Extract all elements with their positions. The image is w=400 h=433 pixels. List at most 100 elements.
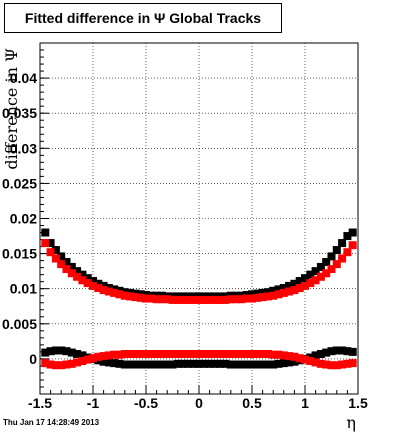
data-point	[306, 357, 315, 366]
data-point	[311, 276, 320, 285]
data-point	[322, 269, 331, 278]
data-point	[94, 279, 103, 288]
data-point	[269, 286, 278, 295]
data-point	[285, 287, 294, 296]
x-tick-labels: -1.5 -1 -0.5 0 0.5 1 1.5	[28, 395, 368, 411]
data-point	[322, 258, 331, 267]
data-point	[348, 359, 357, 368]
data-point	[41, 239, 50, 248]
data-point	[205, 349, 214, 358]
data-point	[348, 228, 357, 237]
data-point	[221, 359, 230, 368]
data-point	[157, 360, 166, 369]
x-tick-label: -1.5	[28, 395, 52, 411]
data-point	[152, 360, 161, 369]
data-point	[311, 351, 320, 360]
data-point	[179, 295, 188, 304]
data-point	[120, 360, 129, 369]
data-point	[210, 359, 219, 368]
data-point	[83, 279, 92, 288]
data-point	[338, 346, 347, 355]
data-point	[285, 281, 294, 290]
data-point	[189, 349, 198, 358]
data-point	[62, 258, 71, 267]
data-point	[67, 348, 76, 357]
data-point	[295, 354, 304, 363]
x-tick-label: 1	[301, 395, 309, 411]
data-point	[327, 361, 336, 370]
data-point	[115, 350, 124, 359]
data-point	[142, 360, 150, 369]
data-point	[232, 295, 241, 304]
data-point	[285, 358, 294, 367]
data-point	[51, 361, 60, 370]
data-point	[237, 349, 246, 358]
data-point	[41, 348, 50, 357]
data-point	[301, 281, 309, 290]
data-point	[258, 288, 267, 297]
data-point	[184, 295, 193, 304]
y-tick-label: 0.035	[2, 105, 37, 121]
data-point	[195, 349, 203, 358]
data-point	[263, 349, 272, 358]
data-point	[316, 272, 325, 281]
data-point	[142, 294, 150, 303]
data-point	[168, 349, 177, 358]
data-point	[237, 360, 246, 369]
data-point	[136, 293, 145, 302]
data-point	[263, 292, 272, 301]
data-point	[295, 283, 304, 292]
x-tick-label: -1	[87, 395, 100, 411]
data-point	[327, 347, 336, 356]
data-point	[147, 349, 156, 358]
data-point	[226, 349, 235, 358]
y-tick-label: 0.01	[10, 281, 37, 297]
data-point	[62, 360, 71, 369]
data-point	[83, 355, 92, 364]
data-point	[332, 361, 341, 370]
data-point	[57, 361, 66, 370]
data-point	[184, 349, 193, 358]
data-point	[253, 360, 262, 369]
data-point	[110, 350, 119, 359]
data-point	[279, 359, 288, 368]
data-point	[83, 274, 92, 283]
data-point	[295, 276, 304, 285]
data-point	[62, 347, 71, 356]
data-point	[226, 360, 235, 369]
data-point	[205, 295, 214, 304]
data-point	[163, 295, 172, 304]
data-point	[338, 254, 347, 263]
data-point	[110, 359, 119, 368]
data-point	[290, 352, 299, 361]
data-point	[263, 288, 272, 297]
data-point	[104, 287, 113, 296]
chart-title-box: Fitted difference in Ψ Global Tracks	[4, 3, 282, 33]
data-point	[248, 349, 256, 358]
data-point	[279, 283, 288, 292]
data-point	[173, 295, 182, 304]
data-point	[57, 252, 66, 261]
data-point	[89, 276, 97, 285]
data-point	[263, 360, 272, 369]
data-point	[78, 351, 87, 360]
data-point	[327, 252, 336, 261]
data-point	[189, 295, 198, 304]
data-point	[290, 279, 299, 288]
data-point	[126, 360, 135, 369]
data-point	[110, 288, 119, 297]
data-point	[216, 295, 225, 304]
x-tick-label: 1.5	[348, 395, 368, 411]
data-point	[253, 289, 262, 298]
data-point	[274, 290, 283, 299]
data-point	[316, 359, 325, 368]
data-point	[67, 359, 76, 368]
x-tick-label: 0.5	[242, 395, 262, 411]
data-point	[343, 359, 352, 368]
data-point	[168, 295, 177, 304]
data-point	[269, 350, 278, 359]
data-point	[216, 349, 225, 358]
y-tick-label: 0.025	[2, 175, 37, 191]
data-point	[173, 349, 182, 358]
